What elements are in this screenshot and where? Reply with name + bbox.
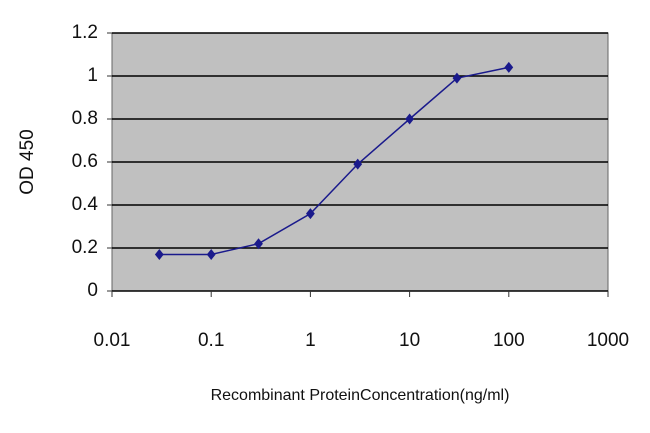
y-tick-label: 0 bbox=[87, 280, 98, 301]
y-tick-label: 1 bbox=[87, 65, 98, 86]
data-point bbox=[452, 72, 462, 84]
x-tick-label: 0.1 bbox=[198, 330, 224, 351]
data-point bbox=[353, 158, 363, 170]
series-line bbox=[159, 66, 509, 256]
y-tick-label: 0.6 bbox=[72, 151, 98, 172]
x-axis-label: Recombinant ProteinConcentration(ng/ml) bbox=[211, 387, 510, 404]
data-point bbox=[206, 248, 216, 260]
data-point bbox=[306, 208, 315, 220]
x-tick-label: 1000 bbox=[587, 330, 629, 351]
x-tick-label: 0.01 bbox=[94, 330, 131, 351]
y-tick-label: 0.2 bbox=[72, 237, 98, 258]
y-axis-label: OD 450 bbox=[17, 129, 38, 194]
x-tick-label: 1 bbox=[305, 330, 316, 351]
y-tick-label: 0.4 bbox=[72, 194, 99, 215]
data-point bbox=[154, 248, 164, 260]
data-point bbox=[254, 238, 263, 250]
x-tick-label: 10 bbox=[399, 330, 420, 351]
y-tick-label: 1.2 bbox=[72, 22, 98, 43]
x-tick-label: 100 bbox=[493, 330, 525, 351]
y-tick-label: 0.8 bbox=[72, 108, 98, 129]
data-point bbox=[504, 61, 514, 73]
data-point bbox=[405, 113, 414, 125]
